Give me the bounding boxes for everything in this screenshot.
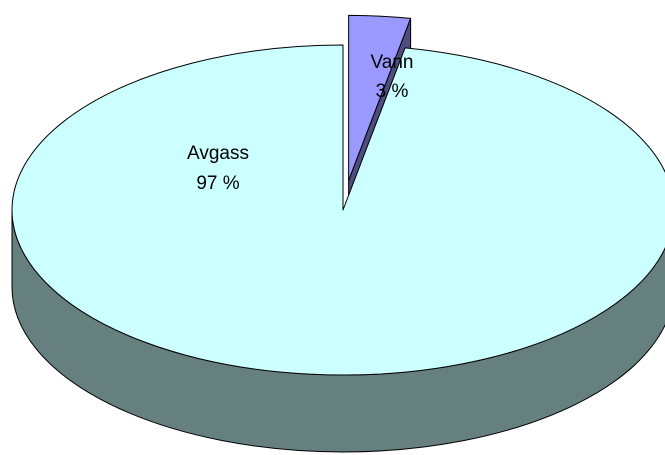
slice-value-label: 3 % (376, 81, 409, 102)
slice (348, 14, 412, 181)
slice-value-label: 97 % (196, 173, 239, 194)
slice (11, 44, 665, 376)
labels: Avgass 97 % Vann 3 % (187, 52, 413, 194)
slice-label: Vann (371, 52, 414, 73)
pie (11, 14, 665, 453)
slice-label: Avgass (187, 143, 249, 164)
